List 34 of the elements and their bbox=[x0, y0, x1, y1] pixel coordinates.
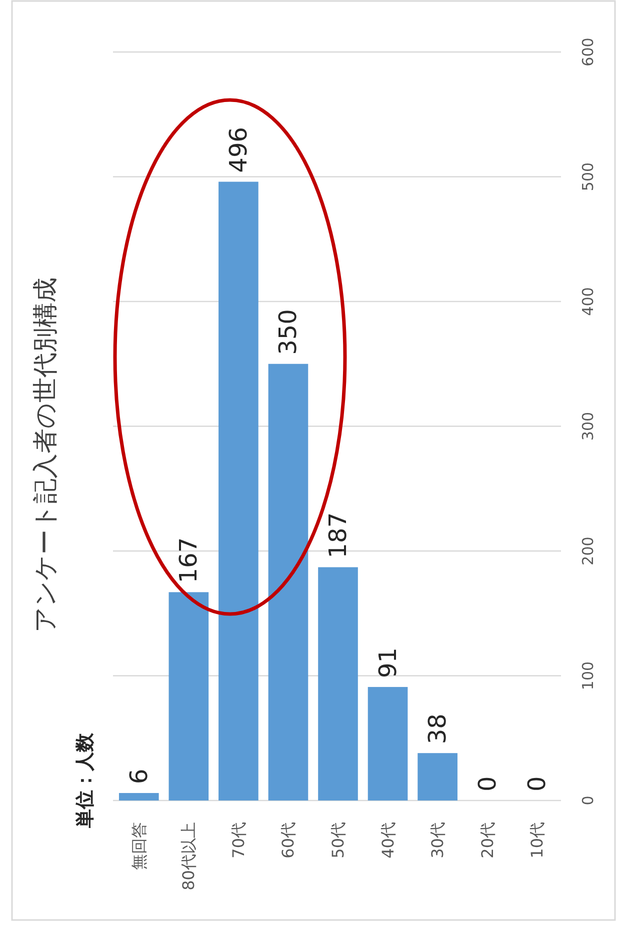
data-label: 0 bbox=[523, 776, 552, 792]
bar bbox=[318, 567, 358, 800]
x-tick-label: 無回答 bbox=[129, 822, 148, 870]
data-label: 496 bbox=[224, 126, 252, 173]
data-label: 0 bbox=[473, 776, 502, 792]
x-tick-label: 70代 bbox=[228, 822, 248, 858]
x-tick-label: 20代 bbox=[478, 822, 497, 858]
data-label: 38 bbox=[424, 714, 452, 744]
bar bbox=[168, 592, 209, 800]
y-tick-label: 100 bbox=[579, 661, 597, 690]
text: アンケート記入者の世代別構成 bbox=[30, 278, 60, 632]
x-tick-label: 60代 bbox=[278, 822, 298, 858]
bar bbox=[218, 182, 258, 800]
x-tick-label: 30代 bbox=[428, 822, 448, 858]
y-tick-label: 0 bbox=[579, 796, 597, 806]
x-tick-label: 80代以上 bbox=[179, 822, 198, 890]
text: 単位：人数 bbox=[74, 732, 96, 829]
x-tick-label: 10代 bbox=[528, 822, 547, 858]
y-tick-label: 400 bbox=[579, 287, 597, 316]
data-label: 167 bbox=[174, 537, 203, 584]
bar bbox=[268, 364, 308, 800]
y-tick-label: 300 bbox=[579, 412, 597, 441]
x-tick-label: 40代 bbox=[378, 822, 398, 858]
y-tick-label: 200 bbox=[579, 536, 597, 566]
x-tick-label: 50代 bbox=[328, 822, 348, 858]
data-label: 91 bbox=[374, 647, 402, 678]
bar bbox=[118, 793, 159, 800]
data-label: 6 bbox=[124, 768, 153, 784]
y-tick-label: 600 bbox=[579, 38, 597, 66]
bar bbox=[418, 753, 458, 800]
y-tick-label: 500 bbox=[579, 162, 597, 192]
data-label: 187 bbox=[324, 512, 352, 558]
data-label: 350 bbox=[274, 309, 302, 355]
bar bbox=[368, 686, 408, 800]
